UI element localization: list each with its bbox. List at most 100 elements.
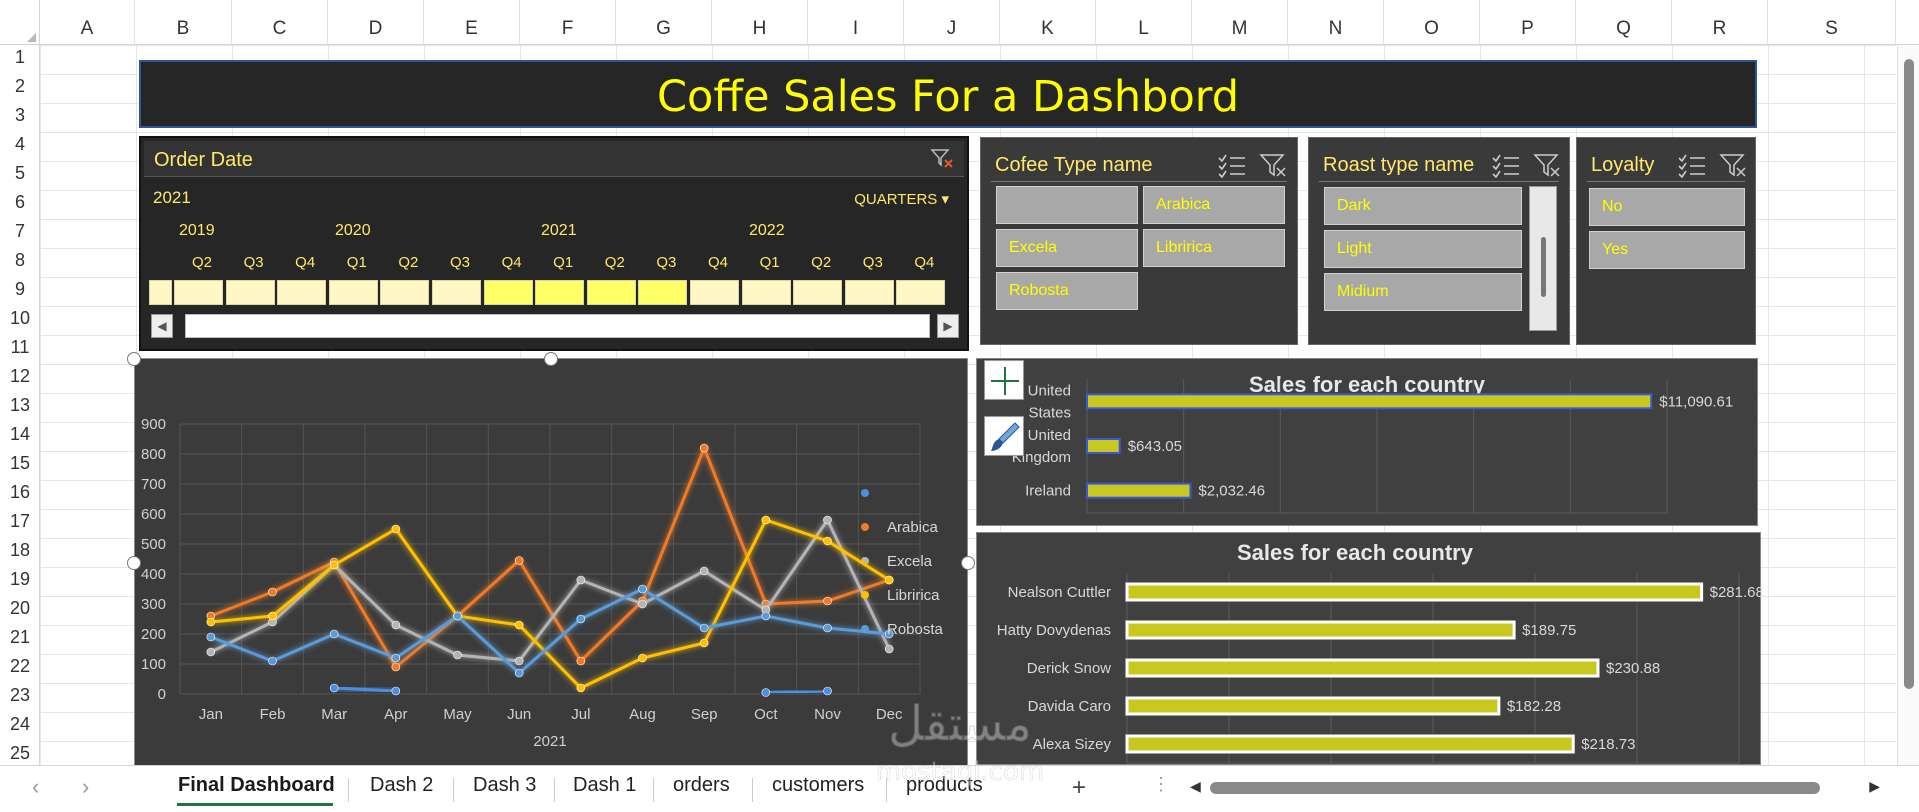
scroll-right-icon[interactable]: ▶	[1869, 778, 1880, 794]
vertical-scrollbar[interactable]	[1897, 45, 1919, 765]
column-letter-d[interactable]: D	[328, 0, 424, 45]
row-number[interactable]: 15	[9, 453, 31, 473]
column-letter-r[interactable]: R	[1672, 0, 1768, 45]
loyalty-slicer[interactable]: Loyalty No Yes	[1576, 137, 1756, 345]
timeline-period-bar[interactable]	[896, 280, 946, 305]
prev-sheet-icon[interactable]: ‹	[32, 774, 40, 799]
row-number[interactable]: 19	[9, 569, 31, 589]
slicer-item-light[interactable]: Light	[1324, 230, 1522, 268]
row-number[interactable]: 24	[9, 714, 31, 734]
timeline-period-bar[interactable]	[844, 280, 894, 305]
slicer-item-blank[interactable]	[996, 186, 1138, 224]
tab-products[interactable]: products	[906, 774, 983, 796]
row-number[interactable]: 17	[9, 511, 31, 531]
resize-handle[interactable]	[961, 556, 975, 570]
timeline-period-bar[interactable]	[149, 280, 172, 305]
timeline-period-bar[interactable]	[174, 280, 223, 305]
row-number[interactable]: 5	[14, 163, 25, 183]
more-options-icon[interactable]: ⋮	[1152, 774, 1170, 794]
multi-select-icon[interactable]	[1677, 152, 1747, 178]
scroll-left-icon[interactable]: ◀	[151, 314, 173, 338]
clear-filter-icon[interactable]	[930, 148, 954, 170]
next-sheet-icon[interactable]: ›	[82, 774, 90, 799]
timeline-period-bar[interactable]	[535, 280, 585, 305]
row-number[interactable]: 1	[14, 47, 25, 67]
add-sheet-button[interactable]: +	[1072, 774, 1087, 801]
timeline-period-bar[interactable]	[793, 280, 843, 305]
tab-customers[interactable]: customers	[772, 774, 865, 796]
timeline-period-bar[interactable]	[277, 280, 327, 305]
horizontal-scroll-thumb[interactable]	[1210, 782, 1820, 794]
slicer-item-midium[interactable]: Midium	[1324, 273, 1522, 311]
slicer-item-no[interactable]: No	[1589, 188, 1745, 226]
column-letter-l[interactable]: L	[1096, 0, 1192, 45]
row-number[interactable]: 10	[9, 308, 31, 328]
vertical-scroll-thumb[interactable]	[1904, 59, 1914, 689]
customer-sales-bar-chart[interactable]: Sales for each country Nealson Cuttler $28…	[976, 532, 1764, 765]
timeline-level-dropdown[interactable]: QUARTERS ▾	[854, 190, 949, 208]
timeline-period-bar[interactable]	[225, 280, 275, 305]
monthly-sales-line-chart[interactable]: 0 100 200 300 400 500 600 700 800 900 Jan Feb Mar Apr…	[134, 358, 968, 768]
row-number[interactable]: 2	[14, 76, 25, 96]
tab-dash-1[interactable]: Dash 1	[573, 774, 637, 796]
tab-final-dashboard[interactable]: Final Dashboard	[178, 774, 335, 796]
dashboard-title-box[interactable]: Coffe Sales For a Dashbord	[139, 60, 1757, 128]
row-number[interactable]: 9	[14, 279, 25, 299]
tab-dash-2[interactable]: Dash 2	[370, 774, 434, 796]
slicer-item-dark[interactable]: Dark	[1324, 187, 1522, 225]
column-letter-k[interactable]: K	[1000, 0, 1096, 45]
slicer-scroll-thumb[interactable]	[1541, 237, 1546, 297]
slicer-item-arabica[interactable]: Arabica	[1143, 186, 1285, 224]
timeline-period-bar[interactable]	[638, 280, 688, 305]
roast-type-slicer[interactable]: Roast type name Dark Light Midium	[1308, 137, 1570, 345]
column-letter-n[interactable]: N	[1288, 0, 1384, 45]
row-number[interactable]: 12	[9, 366, 31, 386]
column-letter-o[interactable]: O	[1384, 0, 1480, 45]
select-all-corner[interactable]	[0, 0, 40, 45]
timeline-period-bar[interactable]	[741, 280, 791, 305]
column-letter-e[interactable]: E	[424, 0, 520, 45]
row-number[interactable]: 8	[14, 250, 25, 270]
column-letter-q[interactable]: Q	[1576, 0, 1672, 45]
column-letter-j[interactable]: J	[904, 0, 1000, 45]
row-number[interactable]: 18	[9, 540, 31, 560]
timeline-scroll-track[interactable]	[185, 314, 930, 338]
multi-select-icon[interactable]	[1217, 152, 1287, 178]
country-sales-bar-chart[interactable]: Sales for each country United States $11,09…	[976, 358, 1758, 526]
slicer-scrollbar[interactable]	[1529, 186, 1557, 331]
horizontal-scrollbar[interactable]: ◀ ▶	[1190, 778, 1880, 798]
scroll-left-icon[interactable]: ◀	[1190, 778, 1201, 794]
row-number[interactable]: 20	[9, 598, 31, 618]
row-number[interactable]: 22	[9, 656, 31, 676]
timeline-period-bar[interactable]	[586, 280, 636, 305]
row-number[interactable]: 7	[14, 221, 25, 241]
chart-styles-button[interactable]	[984, 416, 1024, 456]
column-letter-p[interactable]: P	[1480, 0, 1576, 45]
timeline-period-bar[interactable]	[483, 280, 533, 305]
order-date-timeline[interactable]: Order Date 2021 QUARTERS ▾ 2019 2020 2021 2…	[139, 136, 969, 351]
chart-elements-button[interactable]	[984, 360, 1024, 400]
row-number[interactable]: 11	[10, 337, 30, 357]
column-letter-f[interactable]: F	[520, 0, 616, 45]
row-number[interactable]: 23	[9, 685, 31, 705]
resize-handle[interactable]	[127, 352, 141, 366]
row-number[interactable]: 13	[9, 395, 31, 415]
timeline-period-bar[interactable]	[328, 280, 378, 305]
column-letter-m[interactable]: M	[1192, 0, 1288, 45]
scroll-right-icon[interactable]: ▶	[937, 314, 959, 338]
row-number[interactable]: 21	[9, 627, 31, 647]
row-number[interactable]: 14	[9, 424, 31, 444]
multi-select-icon[interactable]	[1491, 152, 1561, 178]
timeline-period-bar[interactable]	[432, 280, 481, 305]
row-number[interactable]: 3	[14, 105, 25, 125]
slicer-item-yes[interactable]: Yes	[1589, 231, 1745, 269]
timeline-period-bar[interactable]	[380, 280, 430, 305]
tab-orders[interactable]: orders	[673, 774, 730, 796]
column-letter-h[interactable]: H	[712, 0, 808, 45]
resize-handle[interactable]	[544, 352, 558, 366]
coffee-type-slicer[interactable]: Cofee Type name Arabica Excela Libririca…	[980, 137, 1298, 345]
column-letter-i[interactable]: I	[808, 0, 904, 45]
column-letter-s[interactable]: S	[1768, 0, 1896, 45]
row-number[interactable]: 4	[14, 134, 25, 154]
resize-handle[interactable]	[127, 556, 141, 570]
